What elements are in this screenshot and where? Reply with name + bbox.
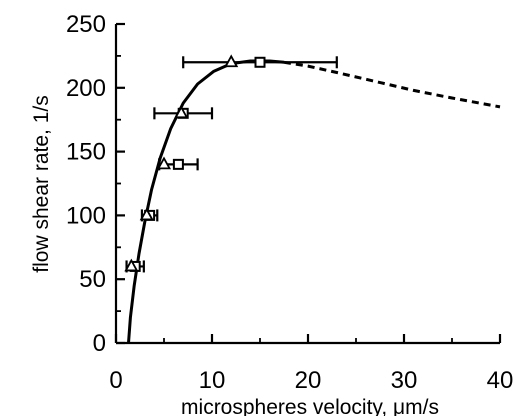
x-tick-label: 10	[199, 367, 226, 394]
ticks: 0 10 20 30 40 0 50 100 150 200 250	[66, 11, 513, 394]
triangle-marker	[156, 156, 172, 170]
triangle-marker	[174, 105, 189, 119]
triangle-marker	[124, 258, 139, 272]
x-axis-label: microspheres velocity, μm/s	[181, 396, 439, 416]
extrapolation-curve	[283, 60, 501, 109]
fit-curve	[127, 59, 285, 344]
x-tick-label: 0	[109, 367, 122, 394]
square-marker	[172, 158, 184, 170]
triangle-marker	[224, 54, 239, 68]
y-tick-label: 100	[66, 202, 106, 229]
y-tick-label: 150	[66, 139, 106, 166]
axes	[114, 24, 500, 345]
y-axis-label: flow shear rate, 1/s	[30, 95, 53, 272]
x-tick-label: 30	[391, 367, 418, 394]
data-markers	[124, 54, 266, 272]
y-tick-label: 200	[66, 75, 106, 102]
y-tick-label: 0	[93, 330, 106, 357]
triangle-marker	[139, 207, 154, 221]
y-tick-label: 50	[79, 266, 106, 293]
x-tick-label: 20	[295, 367, 322, 394]
y-tick-label: 250	[66, 11, 106, 38]
x-tick-label: 40	[487, 367, 514, 394]
curves	[127, 59, 501, 344]
square-marker	[254, 56, 266, 68]
